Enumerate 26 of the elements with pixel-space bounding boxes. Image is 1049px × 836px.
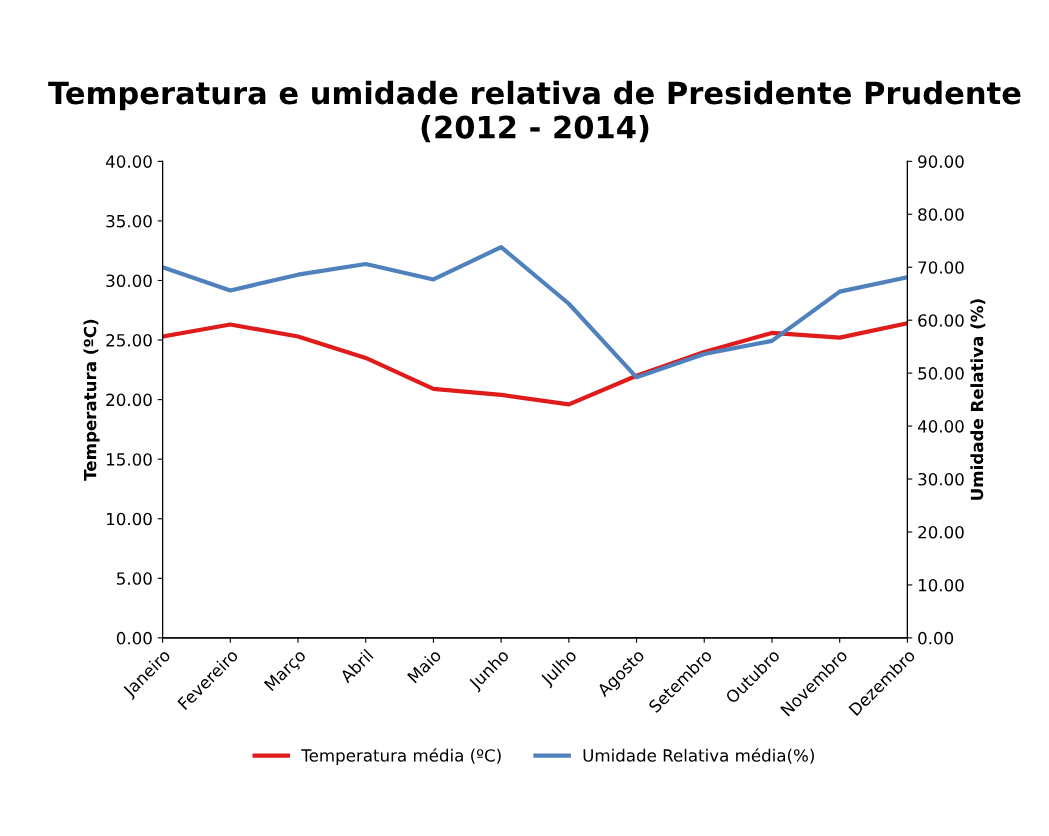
y-tick-label: 20.00	[106, 393, 152, 407]
y2-tick-label: 80.00	[918, 208, 964, 221]
y-tick-label: 35.00	[106, 214, 152, 228]
y-tick-label: 5.00	[117, 572, 152, 585]
legend-label: Umidade Relativa média(%)	[583, 748, 814, 764]
y-tick-label: 25.00	[106, 334, 152, 347]
y-tick-label: 40.00	[105, 155, 152, 168]
y-tick-label: 15.00	[106, 453, 152, 466]
y2-tick-label: 10.00	[918, 578, 964, 592]
y2-tick-label: 20.00	[918, 525, 964, 539]
y2-tick-label: 90.00	[918, 155, 964, 168]
y2-tick-label: 30.00	[918, 472, 964, 486]
y2-tick-label: 60.00	[918, 314, 964, 327]
y-axis-title: Temperatura (ºC)	[83, 319, 100, 481]
y2-tick-label: 50.00	[918, 367, 964, 380]
legend-label: Temperatura média (ºC)	[301, 748, 501, 765]
line-series	[162, 321, 908, 407]
y2-tick-label: 0.00	[918, 631, 954, 645]
y2-axis-title: Umidade Relativa (%)	[970, 299, 986, 500]
y2-tick-label: 40.00	[917, 420, 964, 433]
y-tick-label: 30.00	[106, 274, 152, 288]
y2-tick-label: 70.00	[918, 261, 964, 274]
y-tick-label: 10.00	[106, 512, 152, 526]
y-tick-label: 0.00	[116, 631, 152, 645]
line-series	[162, 245, 908, 380]
chart-title: Temperatura e umidade relativa de Presidente Prudente (2012 - 2014)	[48, 80, 1021, 143]
